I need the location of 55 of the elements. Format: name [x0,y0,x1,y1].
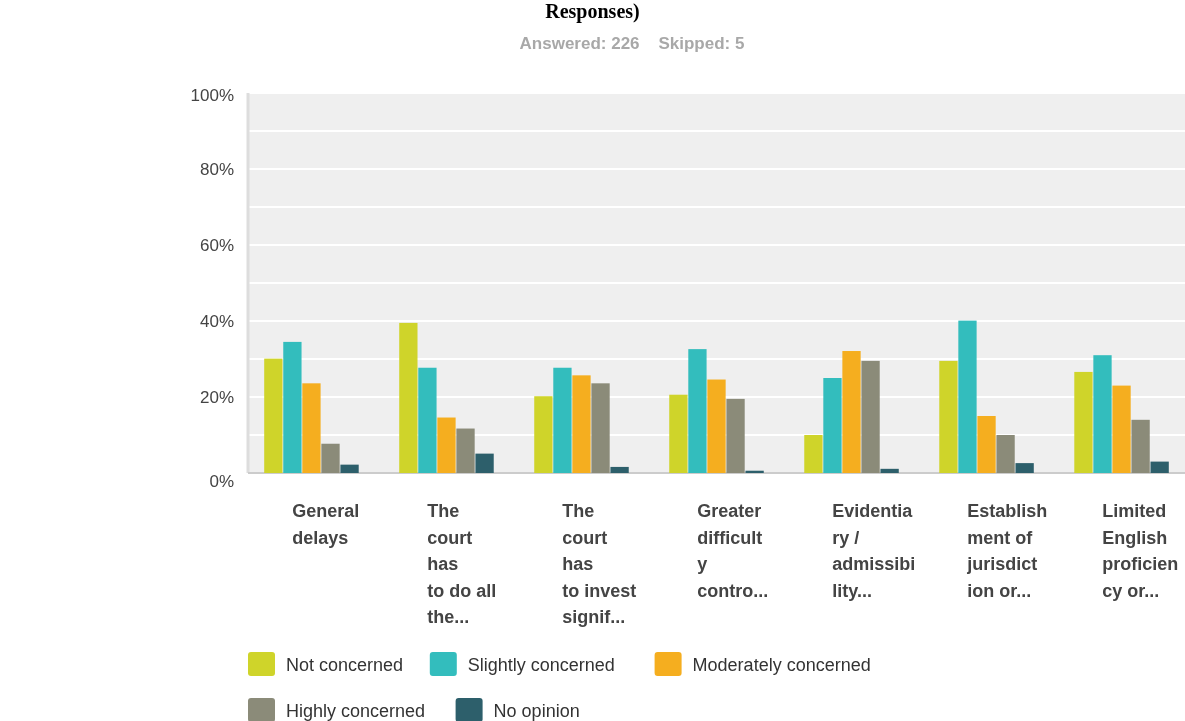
bar [264,358,283,473]
bar [823,378,842,473]
bar [1112,385,1131,473]
bar [534,396,553,473]
bar [610,466,629,473]
legend-label: Slightly concerned [467,655,615,675]
x-tick-label: General delays [292,501,360,548]
bar [842,351,861,473]
bar [745,470,764,473]
bar [861,360,880,473]
legend-label: Not concerned [286,655,404,675]
bar [553,367,572,473]
bar [456,428,475,473]
bar [977,416,996,473]
y-tick-label: 100% [190,86,234,105]
bar [939,360,958,473]
bar [475,453,494,473]
x-tick-label: Limited English proficien cy or... [1102,501,1179,601]
bar [302,383,321,473]
legend-label: No opinion [493,701,580,721]
bar [958,320,977,473]
bar [399,322,418,473]
x-tick-label: Evidentia ry / admissibi lity... [832,501,916,601]
bar [572,375,591,473]
y-tick-label: 20% [199,388,234,407]
chart-title: Responses) [545,0,640,23]
bar [321,443,340,473]
y-tick-label: 80% [199,160,234,179]
y-tick-label: 0% [209,472,234,491]
x-tick-label: Greater difficult y contro... [697,501,769,601]
x-tick-label: The court has to invest signif... [562,501,637,627]
bar [707,379,726,473]
bar [1131,419,1150,473]
bar [591,383,610,473]
bar [804,435,823,473]
y-tick-label: 40% [199,312,234,331]
bar [1093,355,1112,473]
bar [726,398,745,473]
bar [688,349,707,473]
x-tick-label: The court has to do all the... [427,501,497,627]
x-tick-label: Establish ment of jurisdict ion or... [966,501,1048,601]
y-tick-label: 60% [199,236,234,255]
bar [1150,461,1169,473]
bar [1015,463,1034,473]
bar [669,394,688,473]
bar [1074,371,1093,473]
bar [996,435,1015,473]
bar [418,367,437,473]
bar [340,464,359,473]
bar [880,468,899,473]
bar [437,417,456,473]
chart-subtitle: Answered: 226 Skipped: 5 [519,34,745,53]
bar [283,341,302,473]
legend-label: Moderately concerned [692,655,871,675]
legend-label: Highly concerned [286,701,426,721]
